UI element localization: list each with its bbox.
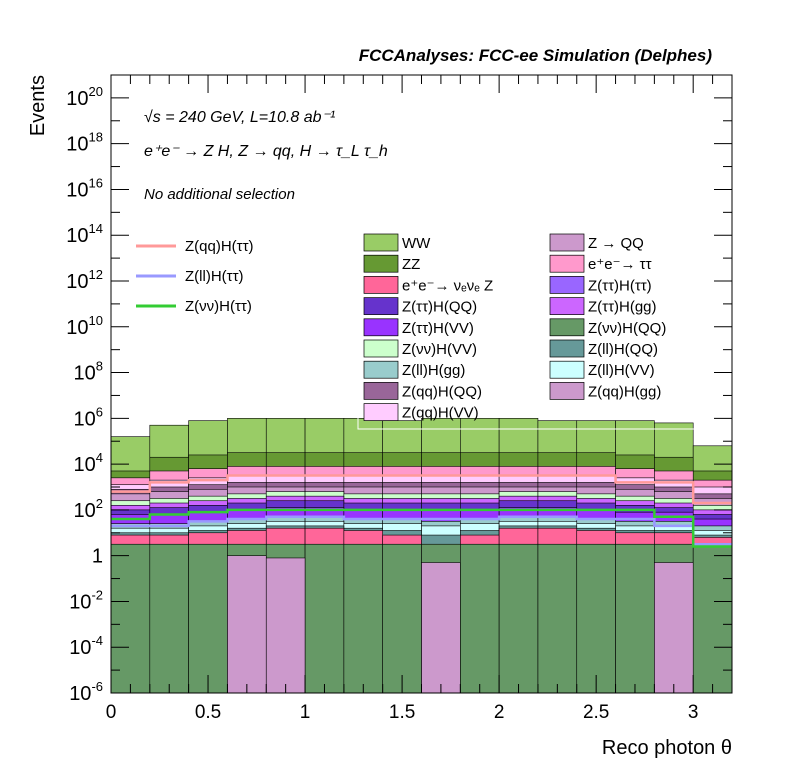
legend-label: Z(qq)H(VV) <box>402 405 479 422</box>
legend-label: Z(ll)H(gg) <box>402 362 465 379</box>
x-tick-label: 2 <box>494 702 505 723</box>
y-tick-label: 102 <box>74 496 103 522</box>
legend-line-label: Z(νν)H(ττ) <box>185 298 252 315</box>
legend-swatch <box>363 382 399 400</box>
legend-label: Z(qq)H(QQ) <box>402 383 482 400</box>
line-histograms <box>111 474 732 548</box>
y-tick-label: 10-4 <box>69 633 103 659</box>
x-axis-label: Reco photon θ <box>602 737 732 759</box>
x-tick-label: 3 <box>688 702 699 723</box>
legend-label: e⁺e⁻→ ττ <box>588 256 652 273</box>
legend-swatch <box>549 254 585 273</box>
bar <box>460 543 500 694</box>
bar <box>227 555 267 694</box>
line-Z(ll)H(ττ) <box>111 515 732 546</box>
bar <box>421 562 461 694</box>
bar <box>692 543 733 694</box>
bar <box>576 543 616 694</box>
legend-swatch <box>549 297 585 315</box>
legend-label: Z(ττ)H(VV) <box>402 320 474 337</box>
chart-title: FCCAnalyses: FCC-ee Simulation (Delphes) <box>359 46 713 65</box>
line-Z(νν)H(ττ) <box>111 508 732 548</box>
legend-line-label: Z(ll)H(ττ) <box>185 268 244 285</box>
legend-swatch <box>549 360 585 379</box>
bar <box>615 543 655 694</box>
x-tick-label: 1 <box>300 702 311 723</box>
legend-label: Z(ll)H(VV) <box>588 362 655 379</box>
legend-label: ZZ <box>402 256 420 273</box>
x-tick-label: 0.5 <box>195 702 221 723</box>
y-tick-label: 104 <box>74 450 103 476</box>
line-Z(qq)H(ττ) <box>111 474 732 505</box>
series-Z → QQ <box>227 555 694 694</box>
legend-label: Z(νν)H(QQ) <box>588 320 666 337</box>
legend-label: Z(ττ)H(gg) <box>588 299 657 316</box>
y-tick-label: 108 <box>74 359 103 385</box>
legend-label: Z(ττ)H(ττ) <box>588 277 652 294</box>
legend-swatch <box>549 318 585 337</box>
bar <box>343 543 383 694</box>
legend-fills: WW ZZ e⁺e⁻→ νₑνₑ Z Z(ττ)H(QQ) Z(ττ)H(VV) Z(νν… <box>363 233 666 422</box>
y-tick-label: 1010 <box>66 313 103 339</box>
legend-swatch <box>363 276 399 294</box>
legend-label: Z(ll)H(QQ) <box>588 341 658 358</box>
y-axis: 1020 1018 1016 1014 1012 1010 108 106 104 102 1 10-… <box>66 74 732 705</box>
legend-swatch <box>363 339 399 358</box>
legend-swatch <box>363 233 399 252</box>
legend-swatch <box>549 233 585 252</box>
overlay-histograms <box>227 555 694 694</box>
legend-swatch <box>549 382 585 400</box>
x-tick-label: 2.5 <box>583 702 609 723</box>
legend-label: Z(ττ)H(QQ) <box>402 299 477 316</box>
x-tick-label: 0 <box>106 702 117 723</box>
annotation-energy: √s = 240 GeV, L=10.8 ab⁻¹ <box>144 109 335 126</box>
legend-label: Z → QQ <box>588 235 644 252</box>
bar <box>265 557 306 694</box>
legend-line-label: Z(qq)H(ττ) <box>185 238 254 255</box>
legend-label: Z(νν)H(VV) <box>402 341 477 358</box>
legend-swatch <box>363 254 399 273</box>
bar <box>188 543 228 694</box>
annotation-selection: No additional selection <box>144 186 295 203</box>
legend-label: e⁺e⁻→ νₑνₑ Z <box>402 277 493 294</box>
bar <box>110 543 151 694</box>
y-tick-label: 10-2 <box>69 587 103 613</box>
legend-swatch <box>549 276 585 294</box>
legend-swatch <box>549 339 585 358</box>
y-tick-label: 1014 <box>66 221 103 247</box>
y-tick-label: 1 <box>92 546 103 568</box>
bar <box>498 543 539 694</box>
annotation-process: e⁺e⁻ → Z H, Z → qq, H → τ_L τ_h <box>144 143 388 160</box>
y-tick-label: 106 <box>74 404 103 430</box>
bar <box>654 562 694 694</box>
legend-swatch <box>363 318 399 337</box>
y-tick-label: 1016 <box>66 175 103 201</box>
legend-swatch <box>363 360 399 379</box>
bar <box>382 543 422 694</box>
x-tick-label: 1.5 <box>389 702 415 723</box>
y-tick-label: 10-6 <box>69 679 103 705</box>
bar <box>304 543 345 694</box>
legend-swatch <box>363 297 399 315</box>
legend-swatch <box>363 403 399 421</box>
x-axis: 0 0.5 1 1.5 2 2.5 3 <box>106 75 733 723</box>
legend-box <box>357 230 695 430</box>
bar <box>149 543 189 694</box>
y-axis-label: Events <box>27 75 49 136</box>
y-tick-label: 1018 <box>66 130 103 156</box>
legend-label: Z(qq)H(gg) <box>588 383 661 400</box>
bar <box>537 543 578 694</box>
y-tick-label: 1012 <box>66 267 103 293</box>
legend-lines: Z(qq)H(ττ) Z(ll)H(ττ) Z(νν)H(ττ) <box>136 238 254 315</box>
legend-label: WW <box>402 235 431 252</box>
y-tick-label: 1020 <box>66 84 103 110</box>
